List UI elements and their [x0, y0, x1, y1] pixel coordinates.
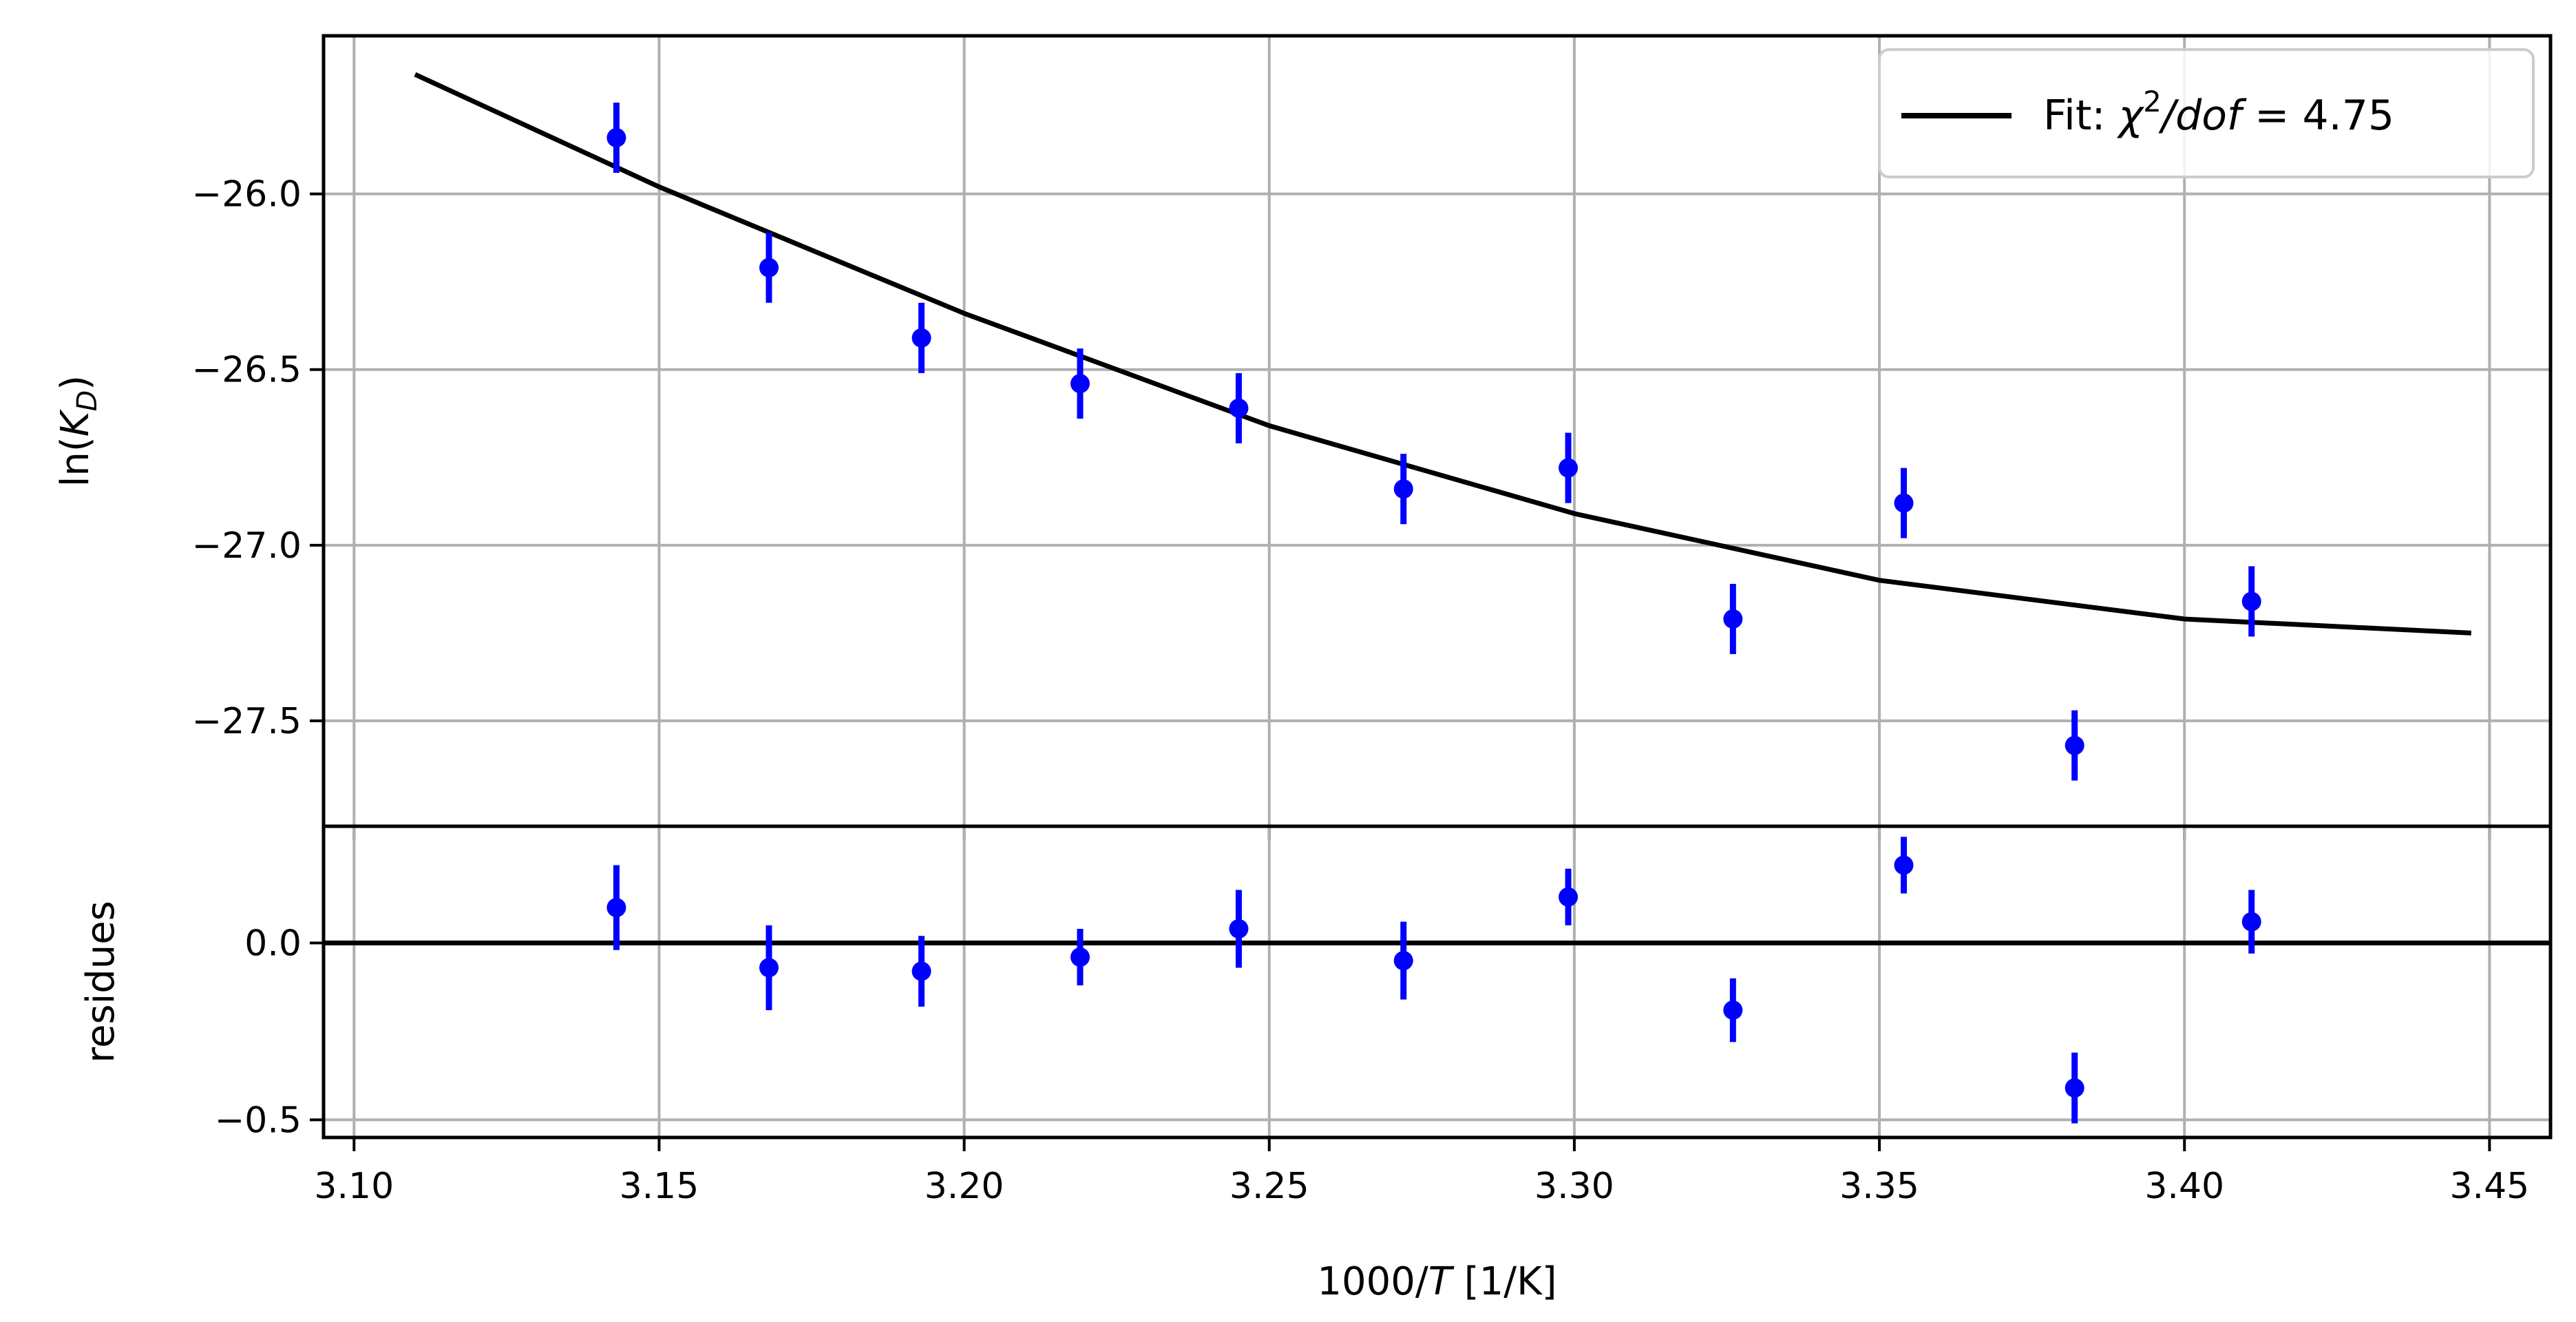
main-data-point	[759, 258, 779, 277]
res-data-point	[1229, 919, 1249, 938]
main-data-point	[1723, 609, 1743, 629]
x-axis-label: 1000/T [1/K]	[1317, 1259, 1556, 1304]
main-y-tick-label: −27.5	[192, 701, 302, 742]
x-tick-label: 3.20	[925, 1166, 1004, 1207]
main-data-point	[1393, 479, 1413, 499]
res-data-point	[2241, 912, 2261, 932]
main-data-point	[1559, 458, 1579, 478]
res-y-tick-label: −0.5	[215, 1100, 302, 1141]
axis-labels: ln(KD) residues 1000/T [1/K]	[53, 375, 1557, 1304]
x-tick-label: 3.10	[314, 1166, 394, 1207]
res-data-point	[759, 958, 779, 978]
res-data-point	[1393, 951, 1413, 971]
main-y-tick-label: −27.0	[192, 525, 302, 567]
res-y-axis-label: residues	[78, 901, 123, 1063]
main-data-point	[1229, 398, 1249, 418]
main-data-point	[1894, 493, 1914, 513]
legend: Fit: χ2/dof = 4.75	[1878, 48, 2535, 178]
main-data-point	[1070, 374, 1090, 394]
res-data-point	[2065, 1078, 2084, 1098]
main-data-point	[2065, 735, 2084, 755]
x-tick-label: 3.40	[2144, 1166, 2224, 1207]
main-y-axis-label: ln(KD)	[53, 375, 103, 487]
x-tick-label: 3.25	[1229, 1166, 1309, 1207]
fit-line	[414, 72, 2471, 636]
main-data-point	[911, 328, 931, 348]
res-data-point	[1723, 1000, 1743, 1020]
main-y-tick-label: −26.0	[192, 174, 302, 216]
residues-panel: 0.0 −0.5 3.10 3.15 3.20 3.25 3.30 3.35 3.40 3.45	[215, 824, 2553, 1207]
main-y-tick-label: −26.5	[192, 350, 302, 391]
x-tick-label: 3.45	[2449, 1166, 2529, 1207]
res-data-point	[606, 898, 626, 918]
res-data-point	[1894, 855, 1914, 875]
legend-box	[1878, 48, 2535, 178]
x-tick-label: 3.15	[620, 1166, 699, 1207]
main-data-point	[2241, 591, 2261, 611]
res-data-point	[1070, 947, 1090, 967]
main-data-point	[606, 127, 626, 147]
x-tick-label: 3.30	[1534, 1166, 1614, 1207]
res-data-point	[1559, 887, 1579, 907]
res-data-point	[911, 961, 931, 981]
res-y-tick-label: 0.0	[244, 923, 302, 965]
legend-fit-label: Fit: χ2/dof = 4.75	[2043, 85, 2394, 140]
res-axes-frame	[321, 824, 2553, 1140]
x-tick-label: 3.35	[1839, 1166, 1919, 1207]
